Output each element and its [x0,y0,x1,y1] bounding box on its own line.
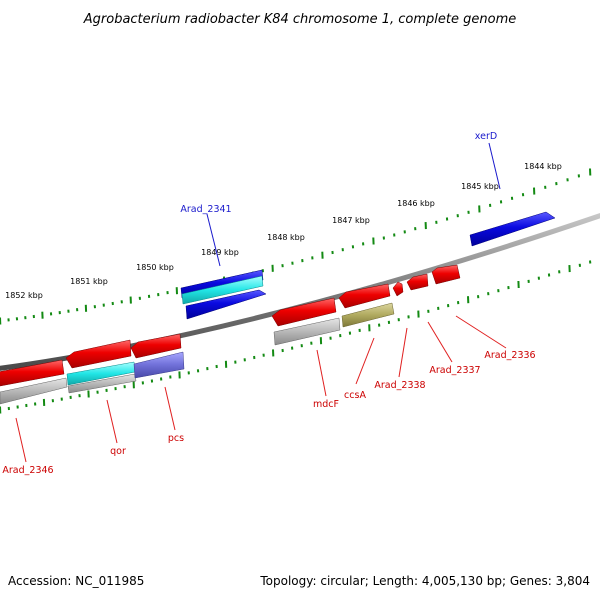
gene-qor[interactable] [65,339,137,394]
tick-row-inner [0,260,592,414]
gene-Arad_2341[interactable] [180,269,267,320]
leader-Arad_2341 [206,213,221,267]
gene-label-Arad_2338[interactable]: Arad_2338 [374,380,425,391]
kbp-label: 1847 kbp [332,216,370,225]
leader-ccsA [355,337,375,385]
gene-leaders [15,142,507,463]
gene-mdcF[interactable] [271,297,341,346]
leader-Arad_2338 [398,327,408,378]
kbp-label: 1850 kbp [136,263,174,272]
kbp-label: 1845 kbp [461,182,499,191]
accession-text: Accession: NC_011985 [8,574,144,588]
forward-strand-genes [180,211,556,320]
gene-label-Arad_2336[interactable]: Arad_2336 [484,350,535,361]
gene-label-Arad_2337[interactable]: Arad_2337 [429,365,480,376]
gene-label-pcs[interactable]: pcs [168,433,184,444]
gene-Arad_2337[interactable] [406,273,429,291]
leader-Arad_2336 [455,315,507,349]
kbp-scale: 1844 kbp 1845 kbp 1846 kbp 1847 kbp 1848… [5,162,562,300]
reverse-strand-genes [0,264,461,405]
gene-ccsA[interactable] [338,283,395,328]
gene-Arad_2336[interactable] [431,264,461,285]
gene-xerD[interactable] [469,211,556,247]
gene-label-qor[interactable]: qor [110,446,126,457]
kbp-label: 1848 kbp [267,233,305,242]
kbp-label: 1844 kbp [524,162,562,171]
gene-label-mdcF[interactable]: mdcF [313,399,339,410]
leader-xerD [488,142,501,190]
leader-Arad_2337 [427,321,453,363]
kbp-label: 1846 kbp [397,199,435,208]
leader-mdcF [316,349,327,397]
gene-label-Arad_2346[interactable]: Arad_2346 [2,465,53,476]
kbp-label: 1851 kbp [70,277,108,286]
gene-pcs[interactable] [130,333,185,379]
gene-Arad_2338[interactable] [392,281,404,297]
kbp-label: 1849 kbp [201,248,239,257]
summary-text: Topology: circular; Length: 4,005,130 bp… [259,574,590,588]
gene-labels: xerD Arad_2341 Arad_2336 Arad_2337 Arad_… [2,131,535,476]
gene-label-Arad_2341[interactable]: Arad_2341 [180,204,231,215]
leader-qor [106,399,118,444]
gene-label-ccsA[interactable]: ccsA [344,390,366,401]
leader-Arad_2346 [15,417,27,463]
leader-pcs [164,386,176,431]
gene-Arad_2346[interactable] [0,359,68,405]
map-title: Agrobacterium radiobacter K84 chromosome… [83,12,516,27]
gene-label-xerD[interactable]: xerD [475,131,497,142]
kbp-label: 1852 kbp [5,291,43,300]
